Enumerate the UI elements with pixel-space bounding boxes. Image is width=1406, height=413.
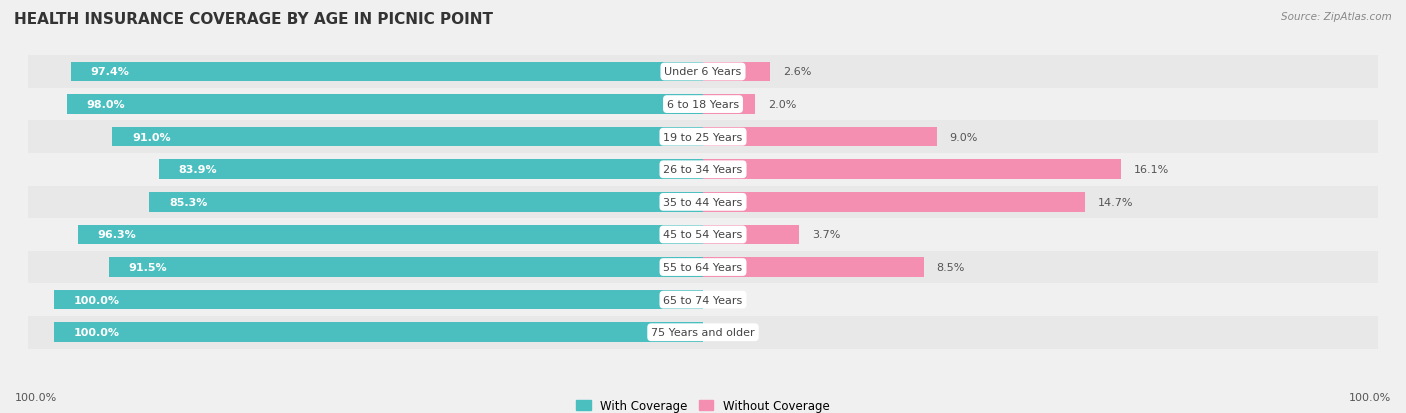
Legend: With Coverage, Without Coverage: With Coverage, Without Coverage [572,394,834,413]
Text: 96.3%: 96.3% [97,230,136,240]
Bar [0,316,1406,349]
Text: 16.1%: 16.1% [1133,165,1170,175]
Text: 100.0%: 100.0% [1350,392,1392,402]
Text: HEALTH INSURANCE COVERAGE BY AGE IN PICNIC POINT: HEALTH INSURANCE COVERAGE BY AGE IN PICN… [14,12,494,27]
Text: 83.9%: 83.9% [179,165,217,175]
Bar [0,154,1406,186]
Text: 100.0%: 100.0% [73,295,120,305]
Text: 6 to 18 Years: 6 to 18 Years [666,100,740,110]
Bar [703,192,1084,212]
Text: 65 to 74 Years: 65 to 74 Years [664,295,742,305]
Bar [110,258,703,277]
Bar [159,160,703,180]
Bar [70,62,703,82]
Bar [53,290,703,310]
Bar [703,62,770,82]
Text: 14.7%: 14.7% [1098,197,1133,207]
Bar [0,284,1406,316]
Bar [0,121,1406,154]
Text: 19 to 25 Years: 19 to 25 Years [664,132,742,142]
Bar [0,186,1406,218]
Text: 100.0%: 100.0% [14,392,56,402]
Text: 9.0%: 9.0% [949,132,979,142]
Bar [0,56,1406,88]
Bar [112,128,703,147]
Text: 45 to 54 Years: 45 to 54 Years [664,230,742,240]
Text: 3.7%: 3.7% [813,230,841,240]
Text: 91.0%: 91.0% [132,132,170,142]
Bar [703,128,936,147]
Text: 85.3%: 85.3% [169,197,207,207]
Bar [79,225,703,244]
Text: 100.0%: 100.0% [73,328,120,337]
Bar [0,88,1406,121]
Bar [703,95,755,114]
Bar [0,251,1406,284]
Text: 0.0%: 0.0% [716,295,744,305]
Bar [67,95,703,114]
Text: 55 to 64 Years: 55 to 64 Years [664,262,742,273]
Text: 8.5%: 8.5% [936,262,965,273]
Bar [703,160,1121,180]
Text: 91.5%: 91.5% [129,262,167,273]
Bar [703,225,799,244]
Bar [149,192,703,212]
Text: 35 to 44 Years: 35 to 44 Years [664,197,742,207]
Bar [703,258,924,277]
Text: Under 6 Years: Under 6 Years [665,67,741,77]
Text: 98.0%: 98.0% [87,100,125,110]
Text: 75 Years and older: 75 Years and older [651,328,755,337]
Text: 26 to 34 Years: 26 to 34 Years [664,165,742,175]
Text: 2.0%: 2.0% [768,100,796,110]
Text: 97.4%: 97.4% [90,67,129,77]
Bar [0,218,1406,251]
Text: 2.6%: 2.6% [783,67,811,77]
Bar [53,323,703,342]
Text: Source: ZipAtlas.com: Source: ZipAtlas.com [1281,12,1392,22]
Text: 0.0%: 0.0% [716,328,744,337]
